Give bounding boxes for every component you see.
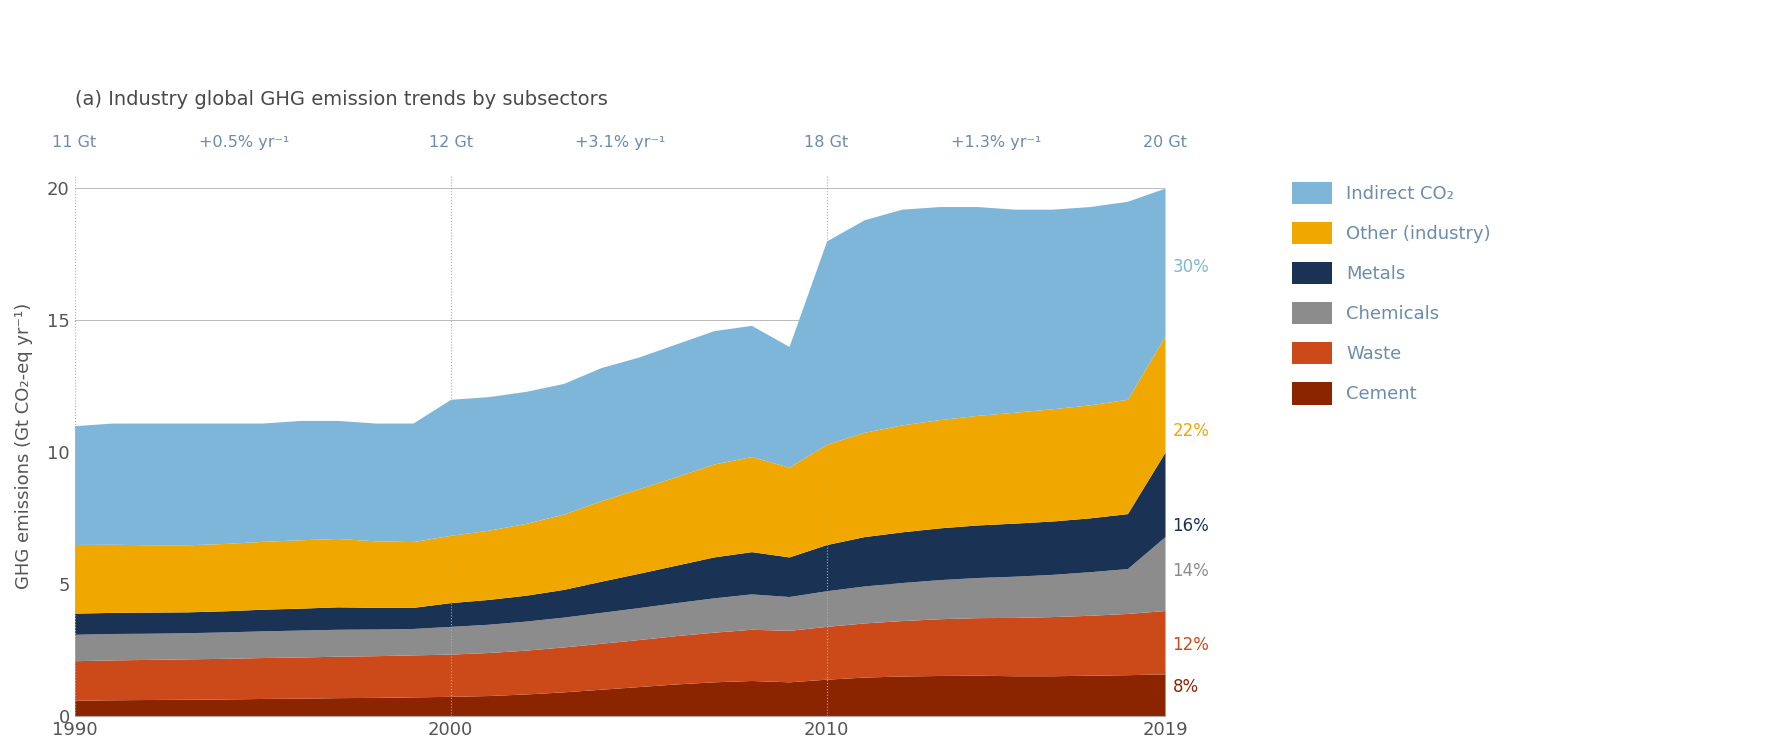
Y-axis label: GHG emissions (Gt CO₂-eq yr⁻¹): GHG emissions (Gt CO₂-eq yr⁻¹) (14, 302, 34, 589)
Text: +3.1% yr⁻¹: +3.1% yr⁻¹ (574, 135, 665, 150)
Text: 8%: 8% (1172, 678, 1199, 696)
Legend: Indirect CO₂, Other (industry), Metals, Chemicals, Waste, Cement: Indirect CO₂, Other (industry), Metals, … (1282, 173, 1500, 413)
Text: 20 Gt: 20 Gt (1142, 135, 1186, 150)
Text: 12%: 12% (1172, 636, 1209, 654)
Text: 22%: 22% (1172, 422, 1209, 440)
Text: 12 Gt: 12 Gt (429, 135, 472, 150)
Text: 16%: 16% (1172, 517, 1209, 535)
Text: +0.5% yr⁻¹: +0.5% yr⁻¹ (199, 135, 289, 150)
Text: +1.3% yr⁻¹: +1.3% yr⁻¹ (950, 135, 1041, 150)
Text: (a) Industry global GHG emission trends by subsectors: (a) Industry global GHG emission trends … (74, 90, 606, 109)
Text: 14%: 14% (1172, 562, 1209, 580)
Text: 18 Gt: 18 Gt (803, 135, 847, 150)
Text: 11 Gt: 11 Gt (53, 135, 98, 150)
Text: 30%: 30% (1172, 259, 1209, 276)
